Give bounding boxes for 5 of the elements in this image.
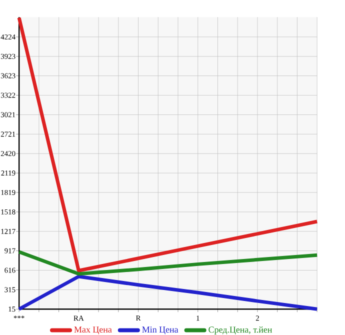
legend-label: Сред.Цена, т.йен bbox=[208, 326, 272, 334]
legend-label: Min Цена bbox=[142, 326, 178, 334]
line-series bbox=[17, 250, 319, 276]
legend-label: Max Цена bbox=[74, 326, 112, 334]
line-series bbox=[17, 16, 319, 272]
